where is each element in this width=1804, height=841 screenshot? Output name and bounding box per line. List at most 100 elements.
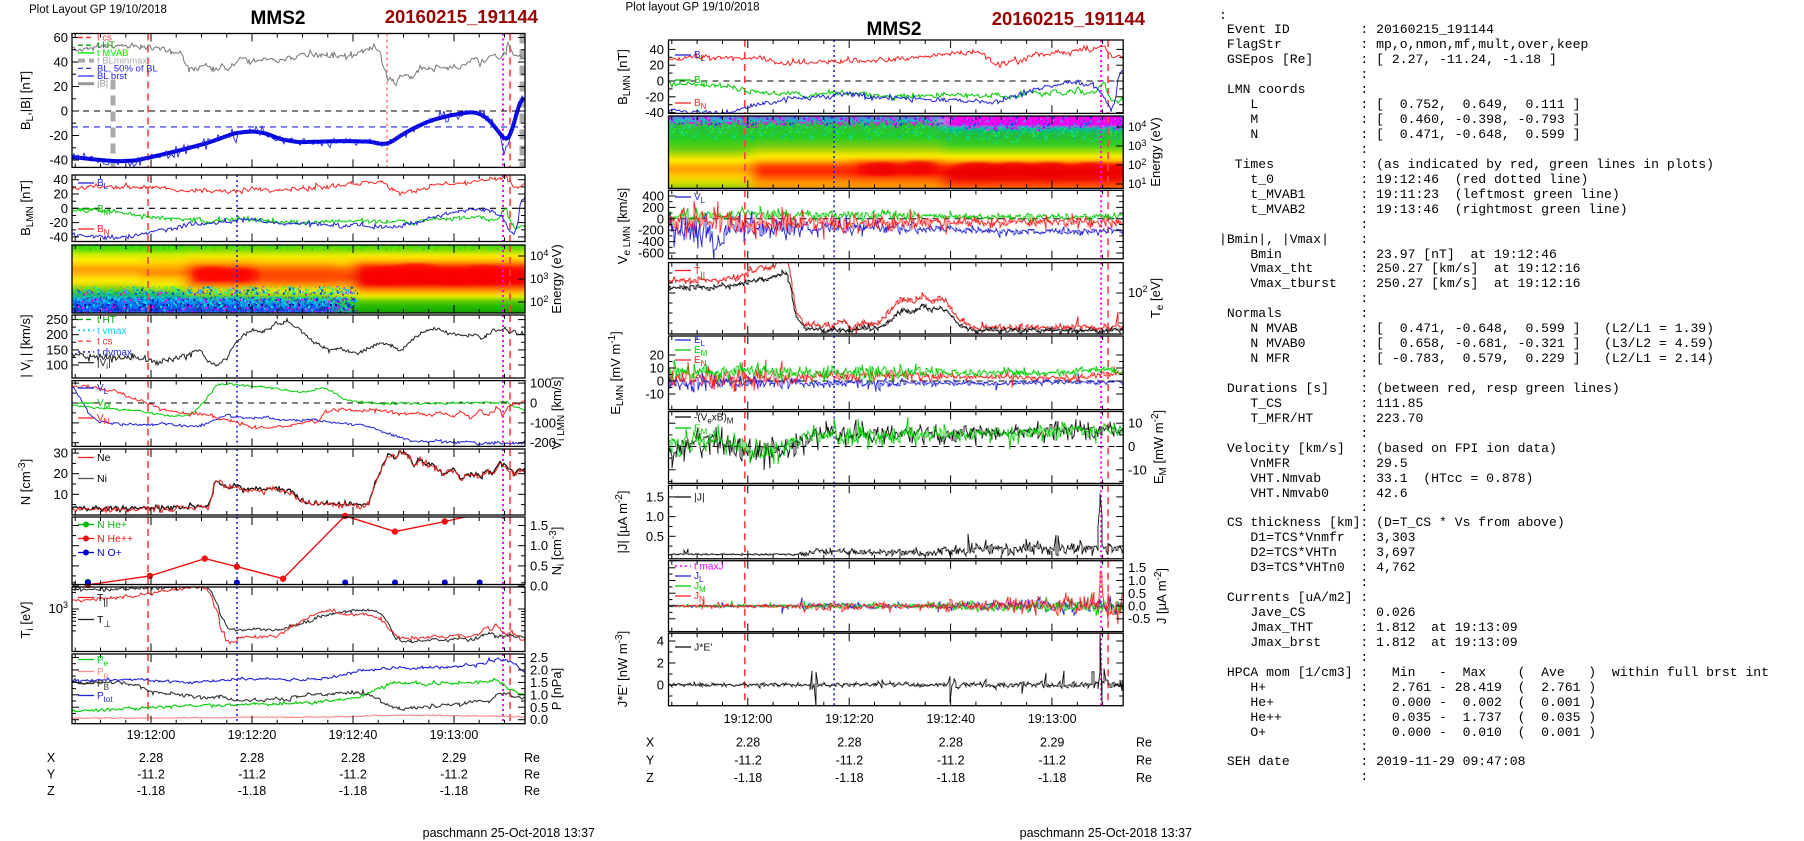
- svg-text:Pp: Pp: [97, 667, 109, 680]
- svg-text:-1.18: -1.18: [137, 784, 166, 798]
- svg-text:Ti [eV]: Ti [eV]: [18, 602, 36, 639]
- svg-text:BLMN [nT]: BLMN [nT]: [18, 180, 36, 236]
- svg-text:0: 0: [1128, 439, 1135, 454]
- svg-text:20: 20: [54, 466, 68, 481]
- svg-text:0.0: 0.0: [530, 579, 548, 594]
- svg-text:19:12:20: 19:12:20: [825, 712, 874, 726]
- svg-text:40: 40: [54, 55, 68, 70]
- svg-text:-20: -20: [645, 89, 664, 104]
- svg-text:Ne: Ne: [97, 452, 111, 464]
- svg-text:19:12:40: 19:12:40: [926, 712, 975, 726]
- svg-text:Energy (eV): Energy (eV): [549, 244, 564, 313]
- svg-text:0: 0: [657, 678, 664, 693]
- svg-text:-40: -40: [49, 153, 68, 168]
- svg-text:BL brst: BL brst: [97, 71, 127, 82]
- svg-text:BL: BL: [97, 178, 109, 191]
- svg-text:200: 200: [46, 327, 68, 342]
- svg-text:paschmann 25-Oct-2018 13:37: paschmann 25-Oct-2018 13:37: [423, 826, 595, 840]
- svg-text:2.28: 2.28: [837, 736, 861, 750]
- svg-text:0: 0: [657, 211, 664, 226]
- svg-text:0.5: 0.5: [1128, 586, 1146, 601]
- svg-text:2.28: 2.28: [139, 751, 163, 765]
- svg-text:19:12:20: 19:12:20: [228, 728, 277, 742]
- svg-text:t cs: t cs: [97, 337, 113, 348]
- svg-text:Ptot: Ptot: [97, 691, 113, 704]
- svg-text:2.28: 2.28: [240, 751, 264, 765]
- svg-text:1.0: 1.0: [1128, 573, 1146, 588]
- svg-text:2: 2: [657, 656, 664, 671]
- svg-text:-20: -20: [49, 128, 68, 143]
- svg-text:0: 0: [530, 396, 537, 411]
- svg-text:Pe: Pe: [97, 655, 109, 668]
- svg-text:| Vi | [km/s]: | Vi | [km/s]: [18, 314, 36, 377]
- svg-text:Ni: Ni: [97, 473, 107, 485]
- svg-text:t maxJ: t maxJ: [694, 562, 723, 573]
- svg-text:104: 104: [530, 248, 548, 263]
- svg-text:0.0: 0.0: [1128, 599, 1146, 614]
- svg-text:-600: -600: [638, 246, 664, 261]
- svg-text:-11.2: -11.2: [937, 754, 965, 768]
- svg-text:JM: JM: [694, 581, 706, 594]
- svg-text:-400: -400: [638, 234, 664, 249]
- svg-text:JN: JN: [694, 591, 705, 604]
- svg-text:102: 102: [1128, 157, 1146, 172]
- svg-text:VL: VL: [694, 192, 706, 205]
- svg-text:EM [mW m-2]: EM [mW m-2]: [1150, 410, 1169, 484]
- svg-text:Y: Y: [47, 768, 56, 782]
- svg-text:MMS2: MMS2: [251, 8, 306, 29]
- svg-text:Te [eV]: Te [eV]: [1148, 278, 1166, 318]
- svg-text:Y: Y: [646, 754, 655, 768]
- svg-text:P [nPa]: P [nPa]: [549, 668, 564, 710]
- svg-text:20160215_191144: 20160215_191144: [992, 8, 1146, 29]
- svg-text:-11.2: -11.2: [339, 768, 367, 782]
- svg-text:-1.18: -1.18: [339, 784, 368, 798]
- svg-text:X: X: [646, 736, 655, 750]
- svg-text:Re: Re: [524, 751, 540, 765]
- svg-text:T⊥: T⊥: [97, 614, 111, 629]
- svg-text:102: 102: [1128, 284, 1147, 300]
- svg-text:20: 20: [54, 187, 68, 202]
- svg-text:-11.2: -11.2: [238, 768, 266, 782]
- svg-text:-40: -40: [49, 229, 68, 244]
- svg-text:-200: -200: [638, 223, 664, 238]
- svg-text:1.0: 1.0: [530, 538, 548, 553]
- svg-text:200: 200: [642, 200, 664, 215]
- svg-text:40: 40: [650, 42, 664, 57]
- svg-text:0: 0: [61, 201, 68, 216]
- svg-text:60: 60: [54, 30, 68, 45]
- svg-text:1.5: 1.5: [530, 518, 548, 533]
- svg-text:JL: JL: [694, 571, 704, 584]
- svg-text:-11.2: -11.2: [1038, 754, 1066, 768]
- svg-text:-11.2: -11.2: [836, 754, 864, 768]
- svg-text:VL: VL: [97, 383, 109, 396]
- svg-text:-1.18: -1.18: [835, 771, 864, 785]
- svg-text:0.0: 0.0: [530, 712, 548, 727]
- svg-text:-11.2: -11.2: [137, 768, 165, 782]
- svg-text:0.5: 0.5: [530, 558, 548, 573]
- svg-text:BM: BM: [694, 75, 708, 88]
- svg-text:-1.18: -1.18: [937, 771, 966, 785]
- svg-text:2.5: 2.5: [530, 650, 548, 665]
- svg-text:t BLminmax: t BLminmax: [97, 56, 147, 67]
- svg-text:T||: T||: [694, 265, 705, 280]
- svg-text:paschmann 25-Oct-2018 13:37: paschmann 25-Oct-2018 13:37: [1020, 826, 1192, 840]
- svg-text:20160215_191144: 20160215_191144: [385, 6, 539, 27]
- svg-text:10: 10: [54, 487, 68, 502]
- svg-text:103: 103: [530, 271, 548, 286]
- svg-text:19:12:40: 19:12:40: [329, 728, 378, 742]
- svg-text:0.5: 0.5: [646, 529, 664, 544]
- svg-text:N [cm-3]: N [cm-3]: [17, 459, 33, 505]
- svg-text:Z: Z: [47, 784, 55, 798]
- svg-text:-1.18: -1.18: [238, 784, 267, 798]
- svg-text:Re: Re: [524, 784, 540, 798]
- svg-text:EM: EM: [694, 345, 708, 358]
- svg-text:100: 100: [530, 376, 552, 391]
- svg-text:-40: -40: [645, 105, 664, 120]
- svg-text:-10: -10: [1128, 462, 1147, 477]
- svg-text:1.5: 1.5: [530, 675, 548, 690]
- svg-text:J*E' [nW m-3]: J*E' [nW m-3]: [614, 631, 630, 707]
- svg-text:-1.18: -1.18: [440, 784, 469, 798]
- svg-text:1.0: 1.0: [530, 687, 548, 702]
- svg-text:N He+: N He+: [97, 519, 127, 531]
- svg-text:J [µA m-2]: J [µA m-2]: [1153, 568, 1169, 624]
